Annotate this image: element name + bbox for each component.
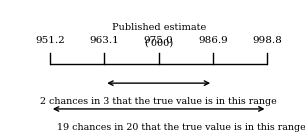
- Text: 986.9: 986.9: [198, 36, 228, 45]
- Text: 2 chances in 3 that the true value is in this range: 2 chances in 3 that the true value is in…: [40, 97, 277, 106]
- Text: Published estimate: Published estimate: [112, 23, 206, 32]
- Text: 998.8: 998.8: [253, 36, 282, 45]
- Text: 963.1: 963.1: [89, 36, 119, 45]
- Text: 19 chances in 20 that the true value is in this range: 19 chances in 20 that the true value is …: [57, 123, 305, 132]
- Text: 951.2: 951.2: [35, 36, 65, 45]
- Text: 975.0: 975.0: [144, 36, 174, 45]
- Text: (‘000): (‘000): [144, 39, 173, 48]
